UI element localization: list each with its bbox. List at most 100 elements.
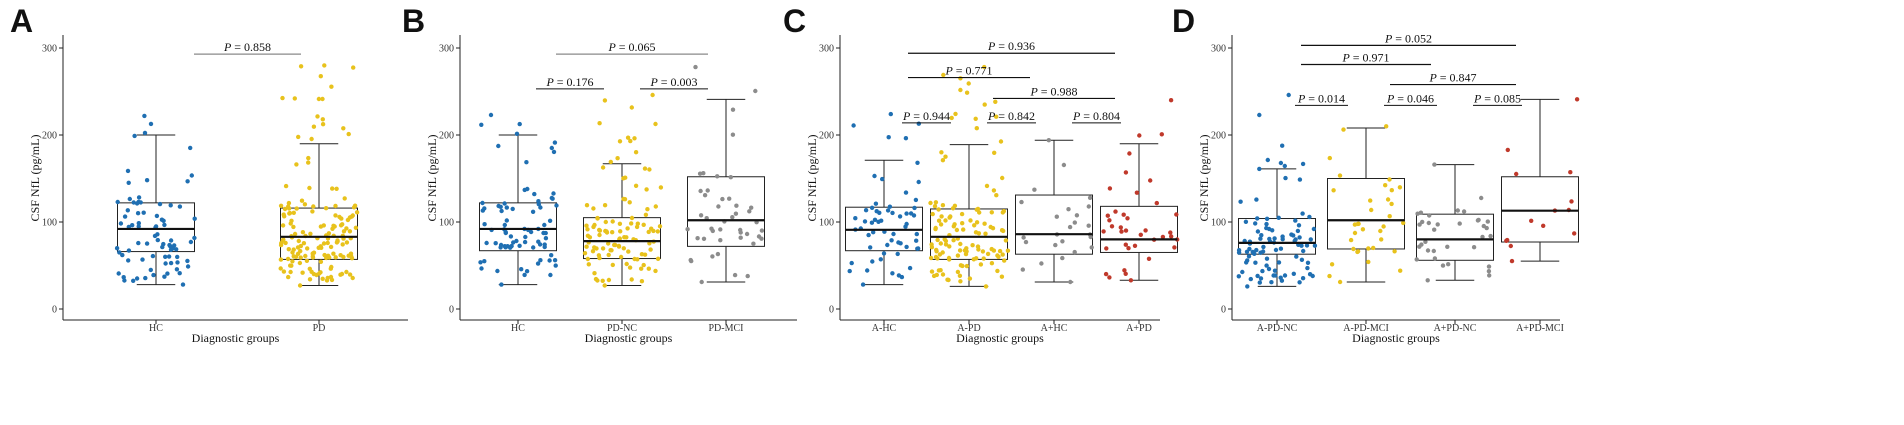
data-point xyxy=(522,272,527,278)
data-point xyxy=(628,138,633,144)
data-point xyxy=(291,224,296,230)
comparison-A-PD-MCI-vs-A+PD-MCI: P = 0.847 xyxy=(1390,71,1516,86)
data-point xyxy=(1425,248,1431,253)
data-point xyxy=(1331,188,1336,193)
data-point xyxy=(321,241,327,246)
data-point xyxy=(551,191,556,196)
data-point xyxy=(734,203,739,208)
data-point xyxy=(1327,273,1332,279)
data-point xyxy=(1289,232,1294,237)
x-tick-label: PD-MCI xyxy=(708,323,743,334)
data-point xyxy=(958,87,963,93)
data-point xyxy=(1254,197,1259,202)
data-point xyxy=(351,65,356,70)
data-point xyxy=(484,240,489,246)
data-point xyxy=(525,186,530,192)
data-point xyxy=(134,276,140,281)
data-point xyxy=(648,247,653,252)
data-point xyxy=(1089,245,1094,250)
data-point xyxy=(702,193,708,198)
comparison-A-PD-vs-A+HC: P = 0.842 xyxy=(987,109,1036,124)
data-point xyxy=(955,269,961,275)
p-value: = 0.771 xyxy=(953,64,993,78)
data-point xyxy=(1337,173,1343,178)
data-point xyxy=(728,175,733,180)
data-point xyxy=(1054,214,1060,219)
data-point xyxy=(1001,228,1006,234)
group-HC: HC xyxy=(478,112,559,334)
data-point xyxy=(890,210,895,216)
p-symbol: P xyxy=(649,75,658,89)
data-point xyxy=(727,196,732,201)
data-point xyxy=(890,271,895,276)
x-tick-label: A-PD-NC xyxy=(1257,323,1298,334)
p-value-label: P = 0.858 xyxy=(223,40,271,54)
data-point xyxy=(306,160,311,165)
data-point xyxy=(318,224,324,229)
data-point xyxy=(947,244,952,249)
data-point xyxy=(1383,183,1388,188)
data-point xyxy=(751,241,756,246)
data-point xyxy=(632,136,637,141)
data-point xyxy=(929,242,934,247)
data-point xyxy=(1432,256,1438,261)
data-point xyxy=(958,279,963,284)
data-point xyxy=(342,196,347,201)
data-point xyxy=(1305,265,1310,271)
data-point xyxy=(957,248,963,253)
p-symbol: P xyxy=(1029,84,1038,98)
y-axis-title: CSF NfL (pg/mL) xyxy=(1197,135,1211,222)
x-tick-label: HC xyxy=(149,323,163,334)
data-point xyxy=(939,150,944,155)
data-point xyxy=(1369,207,1374,213)
y-tick-label: 100 xyxy=(439,218,454,229)
data-point xyxy=(1286,92,1291,98)
data-point xyxy=(1327,155,1333,161)
data-point xyxy=(999,274,1005,279)
data-point xyxy=(933,200,939,205)
data-point xyxy=(1445,244,1450,249)
data-point xyxy=(1154,200,1160,206)
data-point xyxy=(1160,234,1166,240)
data-point xyxy=(699,279,704,285)
data-point xyxy=(125,208,130,213)
data-point xyxy=(329,84,334,89)
data-point xyxy=(653,268,658,274)
data-point xyxy=(594,246,599,251)
data-point xyxy=(1457,221,1462,226)
data-point xyxy=(976,231,982,236)
data-point xyxy=(1423,239,1428,244)
data-point xyxy=(488,112,494,118)
box-iqr xyxy=(1501,176,1579,243)
data-point xyxy=(866,232,871,238)
data-point xyxy=(1371,245,1376,251)
x-tick-label: HC xyxy=(511,323,525,334)
data-point xyxy=(141,210,146,215)
data-point xyxy=(298,248,303,254)
data-point xyxy=(1398,268,1403,273)
data-point xyxy=(1000,252,1005,257)
data-point xyxy=(1479,195,1484,201)
data-point xyxy=(163,254,168,259)
data-point xyxy=(716,204,721,209)
data-point xyxy=(322,63,327,68)
p-symbol: P xyxy=(902,109,911,123)
data-point xyxy=(335,239,340,244)
data-point xyxy=(936,218,942,223)
data-point xyxy=(955,253,961,258)
data-point xyxy=(1505,147,1511,153)
data-point xyxy=(168,203,173,208)
comparison-HC-vs-PD-NC: P = 0.176 xyxy=(536,75,604,90)
data-point xyxy=(621,196,626,202)
data-point xyxy=(1105,213,1111,218)
data-point xyxy=(597,228,603,233)
data-point xyxy=(961,227,966,232)
data-point xyxy=(1283,175,1288,181)
data-point xyxy=(553,263,558,268)
data-point xyxy=(1123,242,1129,247)
x-tick-label: PD-NC xyxy=(607,323,637,334)
data-point xyxy=(329,277,335,283)
data-point xyxy=(943,242,949,247)
data-point xyxy=(333,255,338,260)
group-A+PD-NC: A+PD-NC xyxy=(1414,162,1494,334)
